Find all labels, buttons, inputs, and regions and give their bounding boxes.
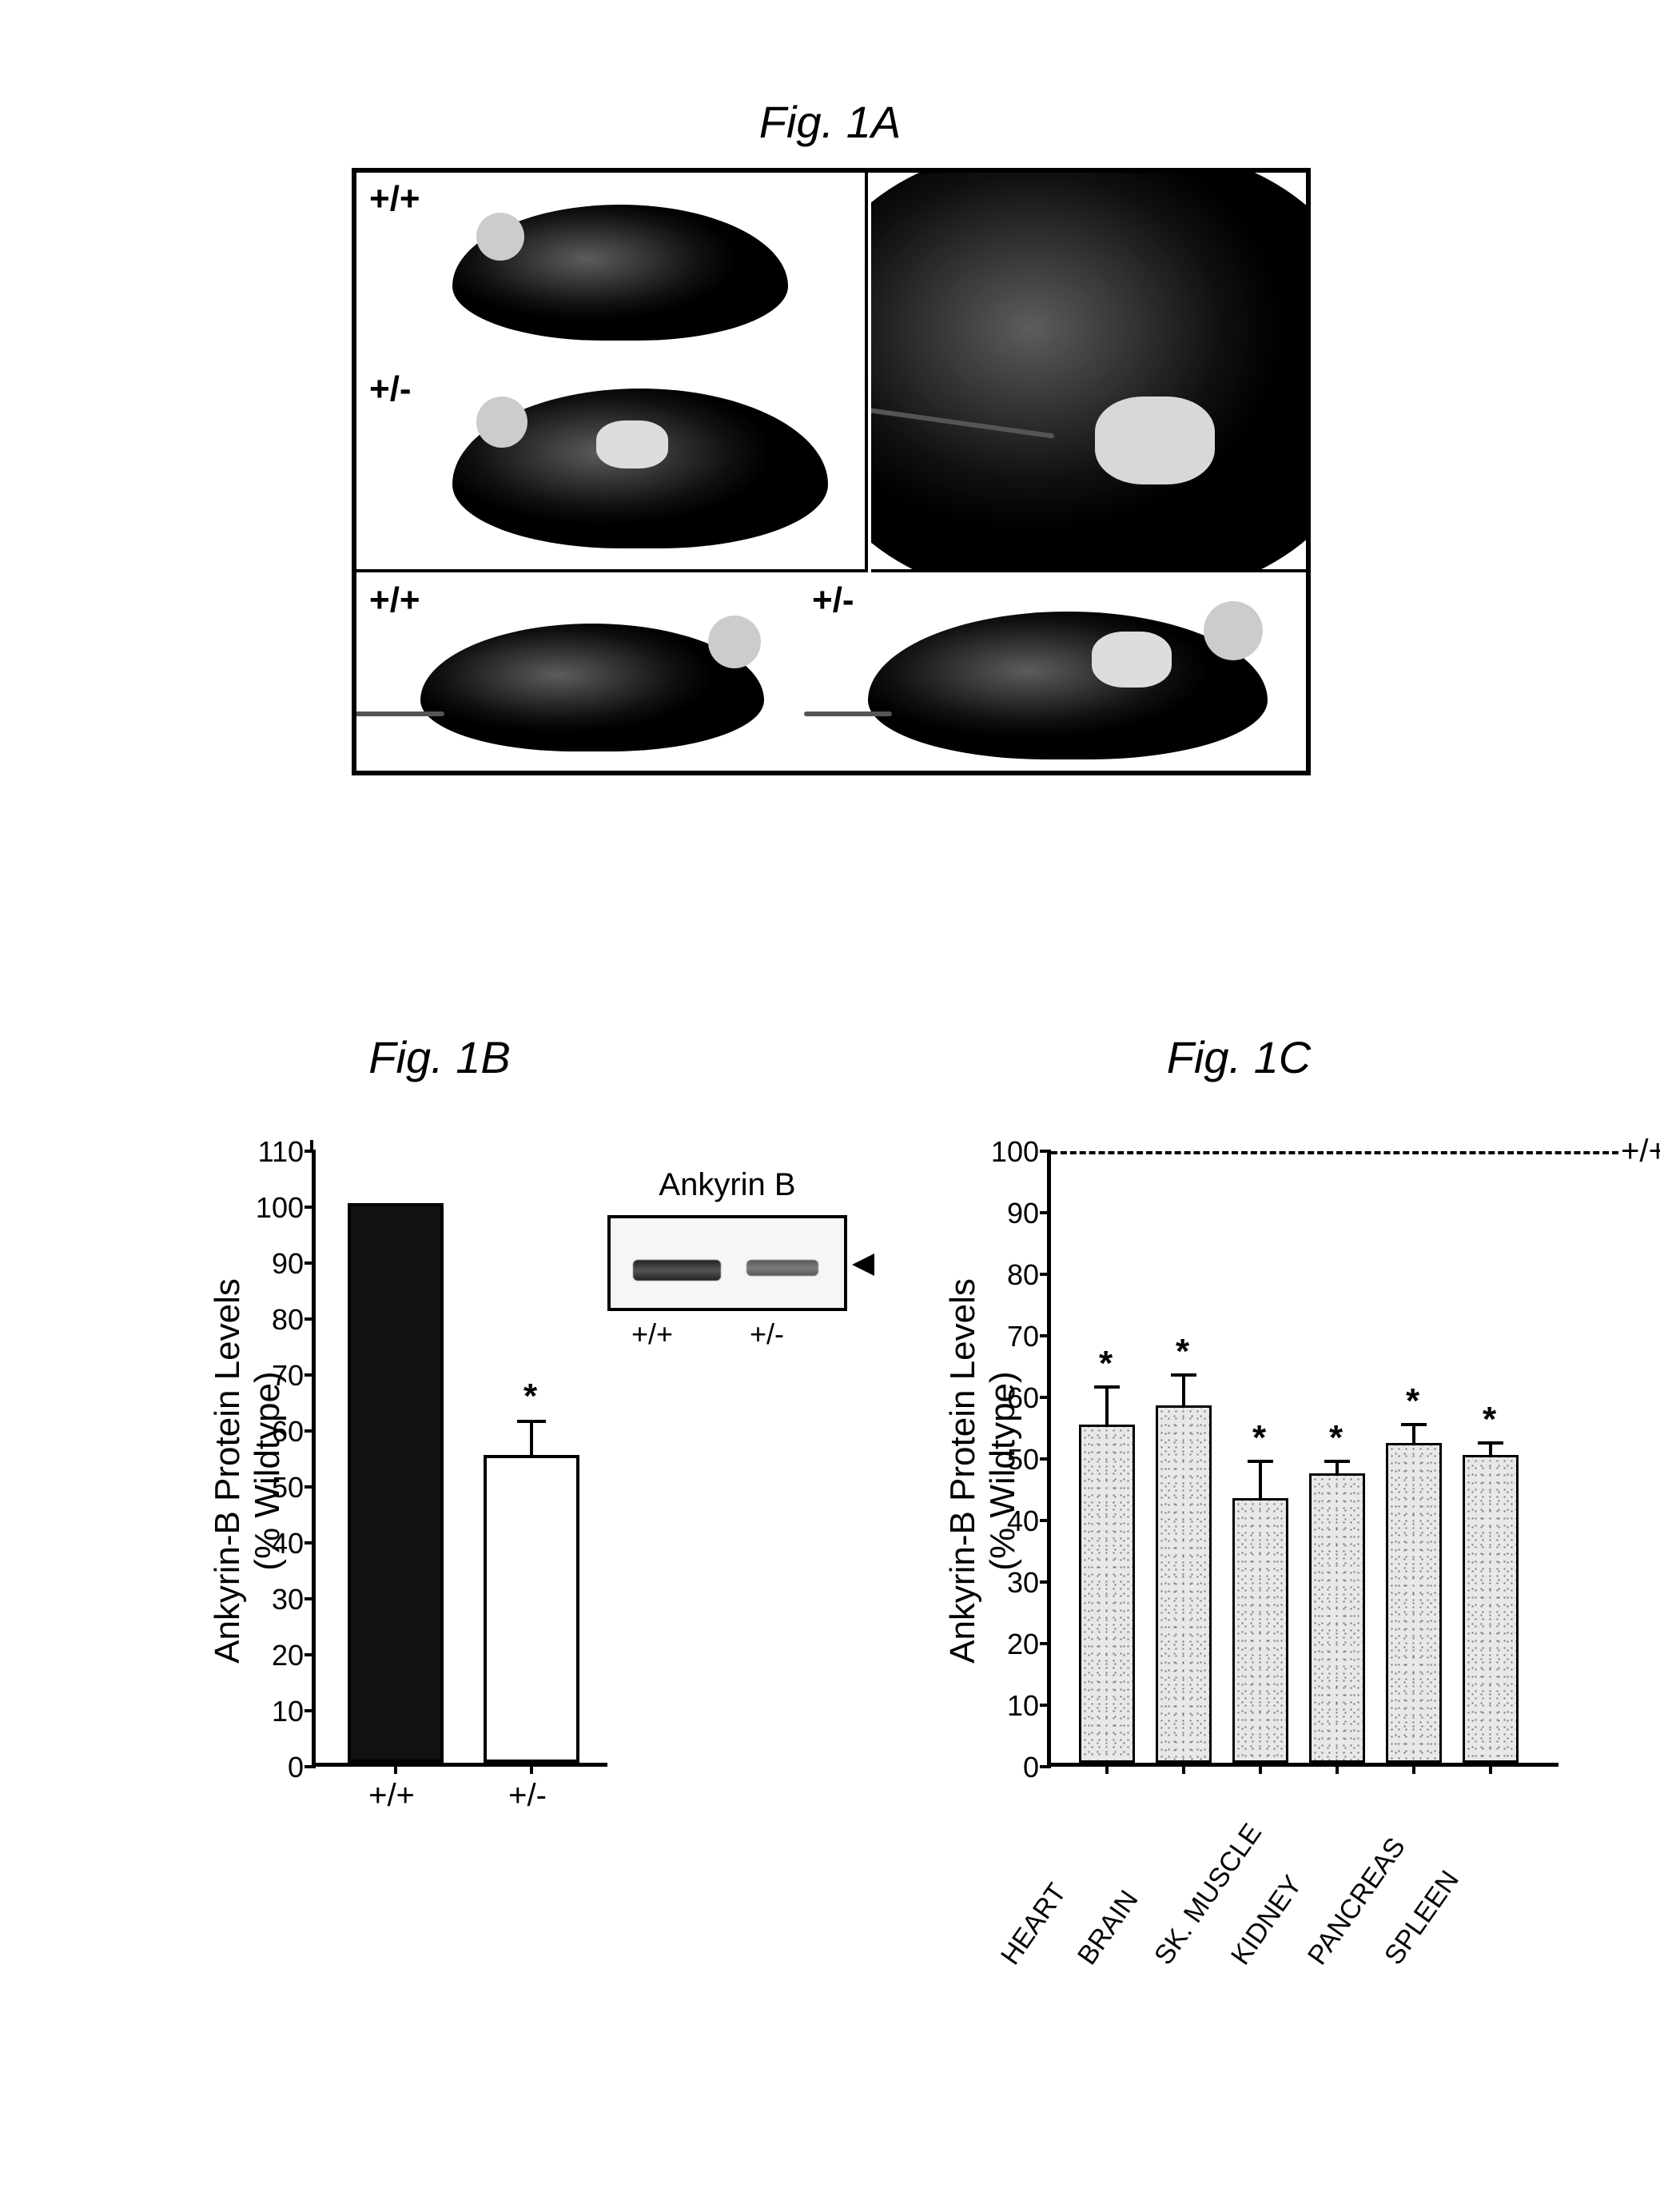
mouse-patch (1092, 632, 1172, 688)
figC-bar (1463, 1455, 1519, 1763)
sig-star: * (1176, 1332, 1189, 1372)
figB-bar (348, 1203, 444, 1763)
figC-xlabel: HEART (995, 1783, 1140, 1971)
ytick (305, 1597, 316, 1600)
ytick-label: 110 (240, 1135, 304, 1169)
figB-xlabel: +/- (496, 1778, 559, 1814)
ytick (305, 1206, 316, 1209)
figC-bar (1386, 1443, 1442, 1763)
mouse-ear (476, 213, 524, 261)
ytick-label: 60 (240, 1415, 304, 1449)
mouse-ear (708, 616, 761, 668)
ytick-label: 40 (240, 1527, 304, 1560)
ytick (305, 1765, 316, 1768)
sig-star: * (523, 1377, 537, 1417)
ytick-label: 20 (240, 1639, 304, 1672)
ytick-label: 40 (975, 1505, 1039, 1538)
blot-band-wt (633, 1260, 721, 1281)
figA-b-label-wt: +/+ (369, 580, 420, 620)
figB-inset-blot: Ankyrin B +/+ +/- (607, 1167, 895, 1351)
figC-bar (1156, 1405, 1212, 1763)
ytick-label: 60 (975, 1381, 1039, 1415)
mouse-ear (1204, 601, 1263, 660)
ytick-label: 100 (240, 1191, 304, 1225)
figC-ref-line (1051, 1151, 1618, 1154)
figA-tl-label-wt: +/+ (369, 179, 420, 219)
mouse-ear (476, 397, 527, 448)
figB-bar (484, 1455, 579, 1763)
figA-title: Fig. 1A (0, 96, 1660, 148)
ytick (305, 1429, 316, 1433)
mouse-patch (1095, 397, 1215, 484)
figA-bottom-cell: +/+ +/- (356, 576, 1306, 771)
ytick-label: 100 (975, 1135, 1039, 1169)
ytick-label: 30 (240, 1583, 304, 1616)
ytick-label: 10 (975, 1689, 1039, 1723)
ytick (305, 1317, 316, 1321)
mouse-patch (596, 420, 668, 468)
ytick (305, 1373, 316, 1377)
figA-top-left-cell: +/+ +/- (356, 173, 868, 572)
mouse-het-closeup (871, 173, 1306, 572)
sig-star: * (1329, 1418, 1343, 1458)
blot-band-het (746, 1260, 818, 1276)
ytick-label: 70 (975, 1320, 1039, 1353)
figA-b-label-het: +/- (812, 580, 854, 620)
sig-star: * (1099, 1344, 1113, 1384)
ytick-label: 30 (975, 1566, 1039, 1600)
figC-axes: * * * * * * (1047, 1151, 1558, 1767)
ytick-label: 20 (975, 1628, 1039, 1661)
ytick (305, 1541, 316, 1544)
mouse-tail (356, 711, 444, 716)
ytick (305, 1261, 316, 1265)
ytick (305, 1653, 316, 1656)
ytick-label: 80 (240, 1303, 304, 1337)
figA-photo-panel: +/+ +/- +/- +/+ +/- (352, 168, 1311, 775)
ytick-label: 0 (240, 1751, 304, 1784)
ytick-label: 50 (975, 1443, 1039, 1477)
ytick-label: 0 (975, 1751, 1039, 1784)
figB-inset-title: Ankyrin B (607, 1167, 847, 1203)
figB-chart: Ankyrin-B Protein Levels (% Wildtype) * … (160, 1119, 783, 1871)
sig-star: * (1483, 1400, 1496, 1440)
figC-bar (1232, 1498, 1288, 1763)
ytick-label: 90 (240, 1247, 304, 1281)
ytick-label: 90 (975, 1197, 1039, 1230)
sig-star: * (1406, 1381, 1419, 1421)
figB-xlabel: +/+ (360, 1778, 424, 1814)
ytick-label: 80 (975, 1258, 1039, 1292)
ytick-label: 10 (240, 1695, 304, 1728)
figC-bar (1079, 1425, 1135, 1764)
mouse-tail (804, 711, 892, 716)
ytick-label: 50 (240, 1471, 304, 1505)
figC-chart: Ankyrin-B Protein Levels (% Wildtype) **… (895, 1119, 1614, 1935)
sig-star: * (1252, 1418, 1266, 1458)
blot-box (607, 1215, 847, 1311)
blot-lane-label-wt: +/+ (631, 1317, 673, 1351)
figB-title: Fig. 1B (96, 1031, 783, 1083)
figB-axes: * (312, 1151, 607, 1767)
figC-ref-label: +/+ (1621, 1134, 1660, 1170)
blot-lane-label-het: +/- (750, 1317, 784, 1351)
figA-top-right-cell: +/- (871, 173, 1306, 572)
ytick-label: 70 (240, 1359, 304, 1393)
figC-title: Fig. 1C (895, 1031, 1582, 1083)
ytick (305, 1709, 316, 1712)
figC-bar (1309, 1473, 1365, 1763)
ytick (305, 1485, 316, 1489)
blot-arrowhead-icon (852, 1253, 874, 1276)
figA-tl-label-het: +/- (369, 369, 412, 409)
